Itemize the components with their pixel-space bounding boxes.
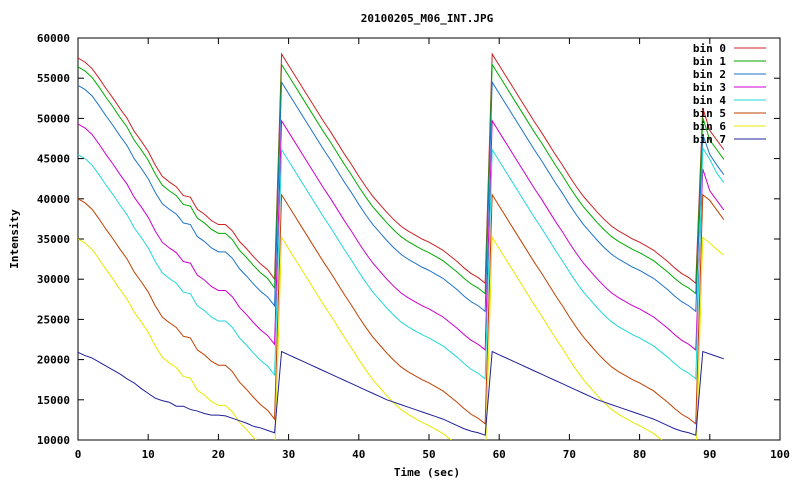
legend-label: bin 1 xyxy=(693,55,726,68)
series-line-bin-6 xyxy=(78,235,725,440)
x-tick-label: 30 xyxy=(282,448,295,461)
y-tick-label: 40000 xyxy=(37,193,70,206)
chart-title: 20100205_M06_INT.JPG xyxy=(361,12,494,25)
series-line-bin-4 xyxy=(78,146,725,380)
x-tick-label: 90 xyxy=(703,448,716,461)
x-tick-label: 20 xyxy=(212,448,225,461)
series-line-bin-5 xyxy=(78,193,725,425)
y-tick-label: 35000 xyxy=(37,233,70,246)
x-tick-label: 100 xyxy=(770,448,790,461)
legend-label: bin 3 xyxy=(693,81,726,94)
legend-label: bin 5 xyxy=(693,107,726,120)
series-line-bin-1 xyxy=(78,62,725,295)
y-axis-label: Intensity xyxy=(8,209,21,269)
x-tick-label: 0 xyxy=(75,448,82,461)
legend-label: bin 0 xyxy=(693,42,726,55)
x-tick-label: 50 xyxy=(422,448,435,461)
series-lines xyxy=(78,52,725,440)
x-tick-label: 70 xyxy=(563,448,576,461)
y-axis: 10000 15000 20000 25000 30000 35000 40000 45000… xyxy=(37,32,780,447)
y-tick-label: 30000 xyxy=(37,273,70,286)
y-tick-label: 60000 xyxy=(37,32,70,45)
y-tick-label: 15000 xyxy=(37,394,70,407)
series-line-bin-7 xyxy=(78,350,725,436)
y-tick-label: 10000 xyxy=(37,434,70,447)
y-tick-label: 25000 xyxy=(37,313,70,326)
plot-area-border xyxy=(77,37,781,441)
y-tick-label: 20000 xyxy=(37,354,70,367)
series-line-bin-2 xyxy=(78,80,725,313)
series-line-bin-3 xyxy=(78,119,725,351)
x-axis: 0 10 20 30 40 50 60 70 80 90 100 xyxy=(75,38,790,461)
x-axis-label: Time (sec) xyxy=(394,466,460,479)
x-tick-label: 40 xyxy=(352,448,365,461)
legend-label: bin 7 xyxy=(693,133,726,146)
legend-label: bin 2 xyxy=(693,68,726,81)
x-tick-label: 80 xyxy=(633,448,646,461)
legend-label: bin 4 xyxy=(693,94,726,107)
y-tick-label: 55000 xyxy=(37,72,70,85)
series-line-bin-0 xyxy=(78,52,725,285)
x-tick-label: 60 xyxy=(493,448,506,461)
y-tick-label: 50000 xyxy=(37,112,70,125)
x-tick-label: 10 xyxy=(142,448,155,461)
y-tick-label: 45000 xyxy=(37,153,70,166)
legend-label: bin 6 xyxy=(693,120,726,133)
